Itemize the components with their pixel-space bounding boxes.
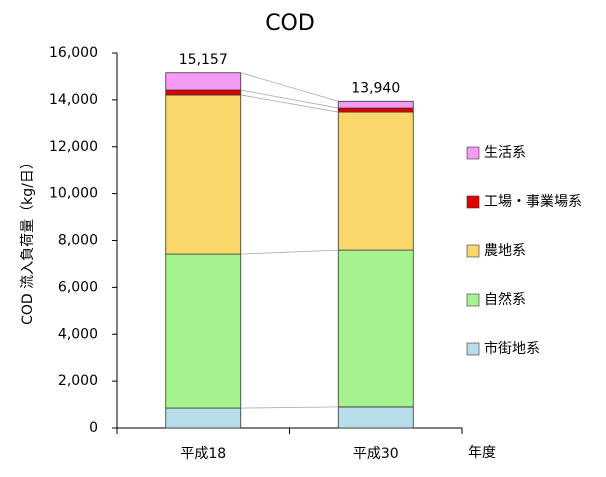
legend-swatch bbox=[466, 195, 480, 209]
bar-segment bbox=[165, 94, 242, 255]
connector-line bbox=[240, 89, 339, 109]
bar-segment bbox=[337, 107, 414, 113]
connector-line bbox=[240, 94, 339, 113]
y-tick-label: 8,000 bbox=[58, 233, 98, 249]
bar-segment bbox=[337, 249, 414, 408]
y-tick-label: 2,000 bbox=[58, 373, 98, 389]
connector-line bbox=[240, 72, 339, 102]
bar-segment bbox=[165, 89, 242, 96]
legend-label: 生活系 bbox=[484, 145, 526, 161]
y-tick-label: 10,000 bbox=[49, 186, 98, 202]
bar-segment bbox=[165, 253, 242, 409]
legend-swatch bbox=[466, 293, 480, 307]
x-tick-label: 平成18 bbox=[180, 446, 226, 462]
legend-label: 工場・事業場系 bbox=[484, 194, 582, 210]
bar-segment bbox=[337, 406, 414, 429]
legend-swatch bbox=[466, 244, 480, 258]
legend-swatch bbox=[466, 146, 480, 160]
bar-segment bbox=[165, 407, 242, 429]
y-tick-label: 6,000 bbox=[58, 279, 98, 295]
y-tick-label: 12,000 bbox=[49, 139, 98, 155]
legend-label: 市街地系 bbox=[484, 340, 540, 357]
bar-segment bbox=[337, 111, 414, 251]
y-tick-label: 14,000 bbox=[49, 92, 98, 108]
bar-segment bbox=[337, 100, 414, 109]
x-tick-label: 平成30 bbox=[353, 446, 399, 462]
y-tick-label: 16,000 bbox=[49, 45, 98, 61]
legend-label: 自然系 bbox=[484, 291, 526, 308]
total-label: 15,157 bbox=[179, 52, 228, 68]
y-tick-label: 0 bbox=[89, 420, 98, 436]
bar-segment bbox=[165, 72, 242, 91]
legend-label: 農地系 bbox=[484, 243, 526, 259]
chart-title: COD bbox=[265, 11, 315, 36]
legend-swatch bbox=[466, 342, 480, 356]
x-axis-label: 年度 bbox=[468, 445, 496, 461]
y-axis-label: COD 流入負荷量（kg/日） bbox=[20, 155, 36, 325]
y-tick-label: 4,000 bbox=[58, 326, 98, 342]
connector-line bbox=[240, 406, 339, 409]
connector-line bbox=[240, 249, 339, 255]
total-label: 13,940 bbox=[351, 80, 400, 96]
